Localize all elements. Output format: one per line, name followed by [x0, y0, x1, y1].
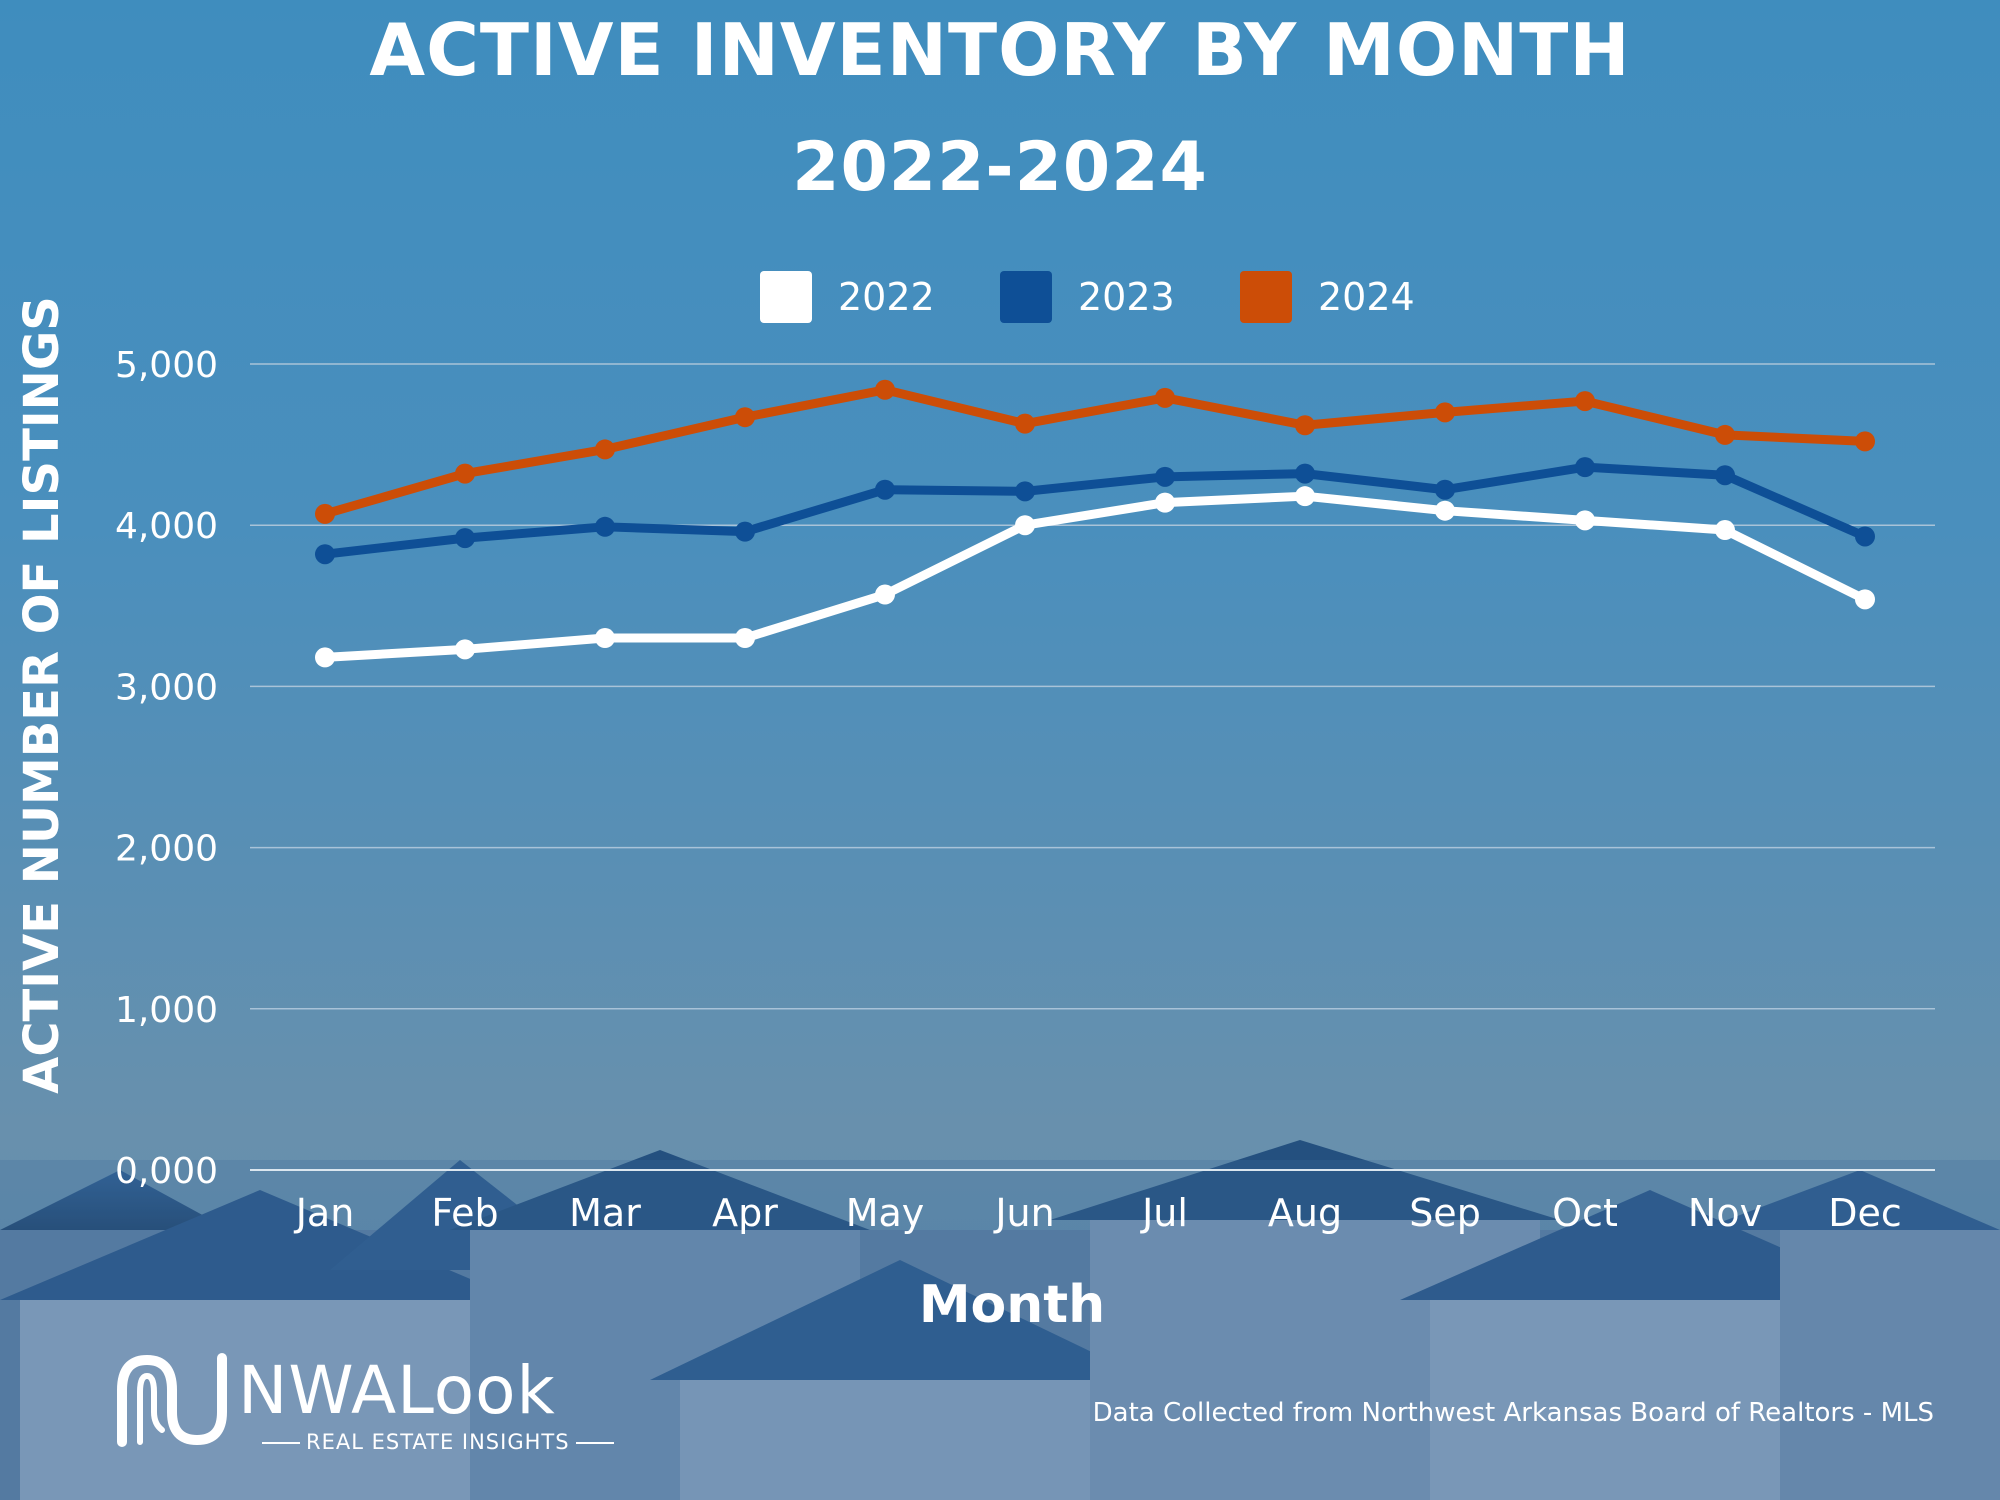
legend-swatch: [1240, 271, 1292, 323]
data-point: [1015, 413, 1035, 434]
data-point: [1575, 457, 1595, 478]
series-line: [320, 462, 1870, 559]
data-point: [315, 503, 335, 524]
data-point: [1715, 465, 1735, 486]
logo-name: NWALook: [238, 1352, 556, 1429]
data-point: [595, 628, 615, 649]
y-tick-label: 1,000: [115, 990, 218, 1031]
data-point: [455, 639, 475, 660]
data-point: [1015, 515, 1035, 536]
y-tick-label: 0,000: [115, 1151, 218, 1192]
x-tick-label: Mar: [569, 1191, 641, 1235]
source-note: Data Collected from Northwest Arkansas B…: [1092, 1398, 1934, 1428]
y-tick-label: 3,000: [115, 667, 218, 708]
data-point: [1855, 526, 1875, 547]
data-point: [1855, 589, 1875, 610]
data-point: [595, 439, 615, 460]
data-point: [1435, 402, 1455, 423]
x-tick-label: Jan: [294, 1191, 355, 1235]
x-tick-label: May: [846, 1191, 925, 1235]
x-tick-label: Feb: [431, 1191, 498, 1235]
x-tick-label: Nov: [1688, 1191, 1762, 1235]
data-point: [315, 647, 335, 668]
data-point: [1155, 387, 1175, 408]
series-2024: [315, 379, 1875, 524]
chart-subtitle: 2022-2024: [792, 128, 1208, 207]
data-point: [735, 628, 755, 649]
data-point: [1155, 492, 1175, 513]
data-point: [1435, 500, 1455, 521]
x-tick-label: Apr: [712, 1191, 778, 1235]
legend-item-2023: 2023: [1000, 271, 1175, 323]
x-tick-label: Oct: [1552, 1191, 1618, 1235]
data-point: [735, 407, 755, 428]
data-point: [1435, 479, 1455, 500]
data-point: [1575, 510, 1595, 531]
y-tick-label: 4,000: [115, 506, 218, 547]
x-tick-label: Aug: [1268, 1191, 1342, 1235]
data-point: [1575, 391, 1595, 412]
legend-item-2022: 2022: [760, 271, 935, 323]
y-tick-label: 2,000: [115, 829, 218, 870]
legend-item-2024: 2024: [1240, 271, 1415, 323]
data-point: [875, 584, 895, 605]
data-point: [1715, 520, 1735, 541]
series-2023: [315, 457, 1875, 565]
series-line: [320, 385, 1870, 519]
logo-mark-icon: [117, 1353, 227, 1447]
logo-tagline: REAL ESTATE INSIGHTS: [262, 1430, 614, 1454]
data-point: [875, 479, 895, 500]
nwalook-logo: NWALook REAL ESTATE INSIGHTS: [112, 1350, 614, 1454]
data-point: [1295, 463, 1315, 484]
legend-label: 2023: [1078, 275, 1175, 319]
legend-label: 2022: [838, 275, 935, 319]
series-line: [320, 491, 1870, 662]
data-point: [595, 516, 615, 537]
data-point: [1295, 486, 1315, 507]
data-point: [1155, 466, 1175, 487]
x-tick-label: Jul: [1140, 1191, 1188, 1235]
x-axis-label: Month: [919, 1275, 1105, 1335]
x-tick-label: Jun: [993, 1191, 1054, 1235]
data-point: [315, 544, 335, 565]
data-point: [455, 528, 475, 549]
series-2022: [315, 486, 1875, 668]
data-point: [1715, 424, 1735, 445]
legend-swatch: [1000, 271, 1052, 323]
x-tick-label: Dec: [1828, 1191, 1902, 1235]
data-point: [1855, 431, 1875, 452]
legend-swatch: [760, 271, 812, 323]
data-point: [1015, 481, 1035, 502]
legend-label: 2024: [1318, 275, 1415, 319]
data-point: [875, 379, 895, 400]
y-axis-label: ACTIVE NUMBER OF LISTINGS: [14, 296, 70, 1094]
houses-background: [0, 1140, 2000, 1500]
y-tick-label: 5,000: [115, 345, 218, 386]
data-point: [455, 463, 475, 484]
chart-title: ACTIVE INVENTORY BY MONTH: [369, 8, 1631, 92]
data-point: [735, 521, 755, 542]
x-tick-label: Sep: [1409, 1191, 1481, 1235]
data-point: [1295, 415, 1315, 436]
